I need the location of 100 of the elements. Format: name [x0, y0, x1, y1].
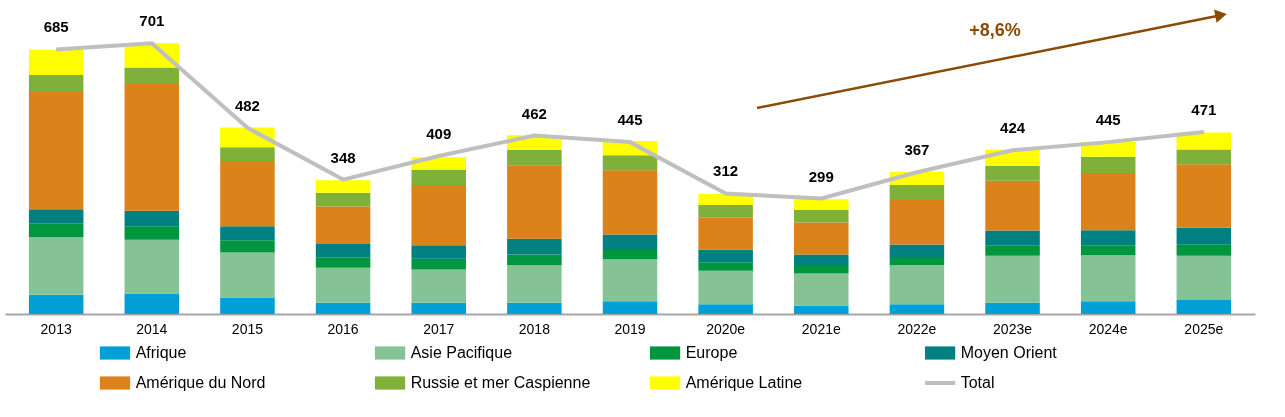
bar	[985, 302, 1040, 314]
bar	[889, 257, 945, 265]
bar	[411, 184, 466, 246]
data-label: 462	[521, 104, 547, 122]
bar	[28, 294, 84, 314]
bar	[507, 238, 562, 255]
x-tick-label: 2014	[136, 320, 168, 337]
bar	[602, 249, 658, 260]
bar	[794, 254, 849, 267]
bar	[315, 180, 371, 193]
bar	[698, 249, 753, 263]
data-label: 424	[1000, 119, 1026, 137]
bar	[507, 265, 562, 303]
bar	[985, 245, 1040, 256]
x-tick-label: 2020e	[706, 320, 746, 337]
bar	[1080, 156, 1136, 174]
x-tick-label: 2025e	[1184, 320, 1224, 337]
x-tick-label: 2018	[518, 320, 551, 337]
bar	[889, 264, 945, 305]
x-tick-label: 2013	[40, 320, 72, 337]
data-label: 685	[43, 18, 69, 36]
x-tick-label: 2023e	[993, 320, 1033, 337]
bar	[985, 230, 1040, 246]
data-label: 367	[904, 141, 930, 159]
bar	[315, 302, 371, 314]
bar	[220, 147, 275, 162]
data-label: 701	[139, 12, 165, 30]
data-label: 348	[330, 148, 356, 166]
bar	[1176, 149, 1232, 165]
bar	[1080, 255, 1136, 302]
x-tick-label: 2021e	[801, 320, 841, 337]
bar	[698, 262, 753, 271]
bar	[28, 91, 84, 210]
x-tick-label: 2022e	[897, 320, 937, 337]
bar	[1176, 300, 1232, 314]
bar	[985, 180, 1040, 231]
bar	[28, 237, 84, 295]
bar	[411, 169, 466, 185]
bar	[698, 205, 753, 218]
bar	[889, 244, 945, 258]
bar	[28, 74, 84, 92]
bar	[124, 226, 180, 240]
bar	[220, 240, 275, 253]
bar	[698, 304, 753, 314]
legend-label: Afrique	[135, 344, 187, 361]
bar	[315, 267, 371, 303]
bar	[602, 155, 658, 171]
bar	[794, 199, 849, 210]
legend-label: Europe	[685, 344, 738, 361]
bar	[315, 192, 371, 207]
bar	[1080, 245, 1136, 256]
bar	[794, 209, 849, 223]
bar	[1176, 227, 1232, 245]
legend-label: Amérique du Nord	[135, 374, 266, 391]
bar	[220, 161, 275, 227]
bar	[889, 200, 945, 245]
bar	[124, 210, 180, 227]
bar	[507, 165, 562, 239]
bar	[985, 255, 1040, 303]
bar	[794, 222, 849, 255]
bar	[315, 206, 371, 245]
bar	[507, 149, 562, 166]
legend-label: Amérique Latine	[685, 374, 803, 391]
bar	[602, 259, 658, 302]
legend-label: Asie Pacifique	[410, 344, 513, 361]
data-label: 299	[808, 167, 834, 185]
x-tick-label: 2024e	[1088, 320, 1128, 337]
bar	[1176, 255, 1232, 301]
bar	[602, 301, 658, 314]
bar	[220, 226, 275, 241]
bar	[124, 293, 180, 314]
bar	[28, 209, 84, 224]
bar	[698, 217, 753, 250]
bar	[315, 257, 371, 268]
data-label: 482	[234, 96, 260, 114]
bar	[985, 165, 1040, 181]
x-tick-label: 2016	[327, 320, 359, 337]
bar	[1080, 230, 1136, 246]
bar	[220, 252, 275, 298]
bar	[794, 273, 849, 306]
bar	[1080, 173, 1136, 231]
bar	[124, 239, 180, 294]
data-label: 312	[713, 162, 739, 180]
bar	[28, 223, 84, 238]
data-label: 409	[426, 125, 452, 143]
bar	[602, 170, 658, 235]
annotation: +8,6%	[969, 20, 1021, 40]
bar	[124, 83, 180, 211]
bar	[1176, 164, 1232, 228]
bar	[124, 67, 180, 84]
bar	[220, 297, 275, 314]
legend-label: Russie et mer Caspienne	[410, 374, 591, 391]
bar	[698, 270, 753, 305]
legend-label: Total	[960, 374, 995, 391]
bar	[411, 245, 466, 259]
bar	[794, 305, 849, 314]
bar	[602, 234, 658, 250]
data-label: 471	[1191, 101, 1217, 119]
bar	[1176, 244, 1232, 256]
bar	[411, 269, 466, 303]
